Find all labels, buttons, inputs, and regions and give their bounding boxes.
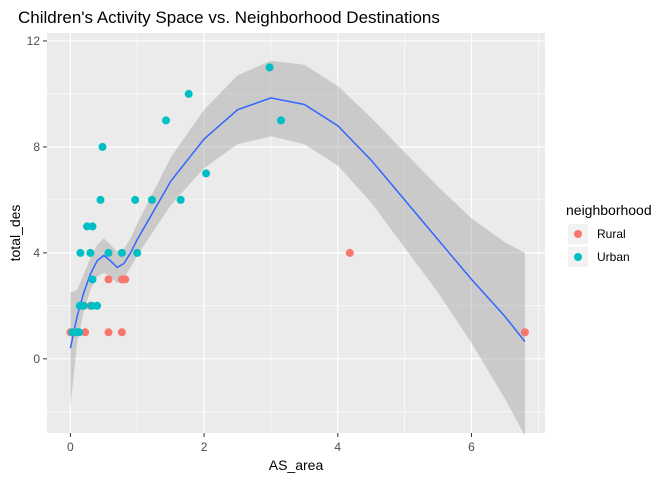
x-axis-title: AS_area [269, 457, 324, 473]
confidence-band [70, 60, 525, 436]
data-point-urban [88, 275, 97, 284]
y-axis-title: total_des [7, 205, 23, 262]
data-point-urban [98, 142, 107, 151]
y-tick-label: 0 [33, 352, 40, 366]
legend: neighborhood Rural Urban [566, 202, 652, 267]
legend-title: neighborhood [566, 202, 652, 218]
data-point-urban [88, 222, 97, 231]
plot-panel [47, 33, 545, 433]
legend-key-urban [574, 253, 582, 261]
legend-label-urban: Urban [597, 250, 630, 264]
data-point-urban [75, 328, 84, 337]
data-point-urban [79, 301, 88, 310]
x-tick-label: 2 [201, 440, 208, 454]
confidence-band-area [70, 60, 525, 436]
data-point-urban [86, 248, 95, 257]
data-point-rural [121, 275, 130, 284]
x-tick-label: 6 [468, 440, 475, 454]
data-point-urban [184, 89, 193, 98]
data-point-urban [76, 248, 85, 257]
y-tick-label: 12 [27, 34, 41, 48]
data-point-rural [520, 328, 529, 337]
smooth-line [69, 97, 526, 349]
y-tick-label: 4 [33, 246, 40, 260]
data-point-urban [96, 195, 105, 204]
data-point-rural [104, 275, 113, 284]
x-axis-ticks: 0 2 4 6 [67, 433, 475, 454]
x-tick-label: 0 [67, 440, 74, 454]
smooth-fit-line [69, 97, 526, 349]
data-point-urban [162, 116, 170, 125]
x-tick-label: 4 [334, 440, 341, 454]
data-point-urban [277, 116, 285, 125]
data-point-urban [131, 195, 140, 204]
y-tick-label: 8 [33, 140, 40, 154]
y-axis-ticks: 0 4 8 12 [27, 34, 47, 366]
data-point-urban [147, 195, 156, 204]
data-point-urban [117, 248, 126, 257]
data-point-urban [104, 248, 113, 257]
data-points [66, 63, 529, 337]
gridlines [47, 33, 545, 433]
data-point-urban [93, 301, 102, 310]
data-point-urban [176, 195, 185, 204]
data-point-rural [104, 328, 113, 337]
data-point-rural [81, 328, 90, 337]
chart-title: Children's Activity Space vs. Neighborho… [18, 8, 440, 27]
data-point-urban [265, 63, 274, 72]
data-point-rural [345, 248, 354, 257]
legend-label-rural: Rural [597, 227, 626, 241]
data-point-rural [117, 328, 126, 337]
legend-key-rural [574, 230, 582, 238]
data-point-urban [202, 169, 211, 178]
data-point-urban [133, 248, 142, 257]
